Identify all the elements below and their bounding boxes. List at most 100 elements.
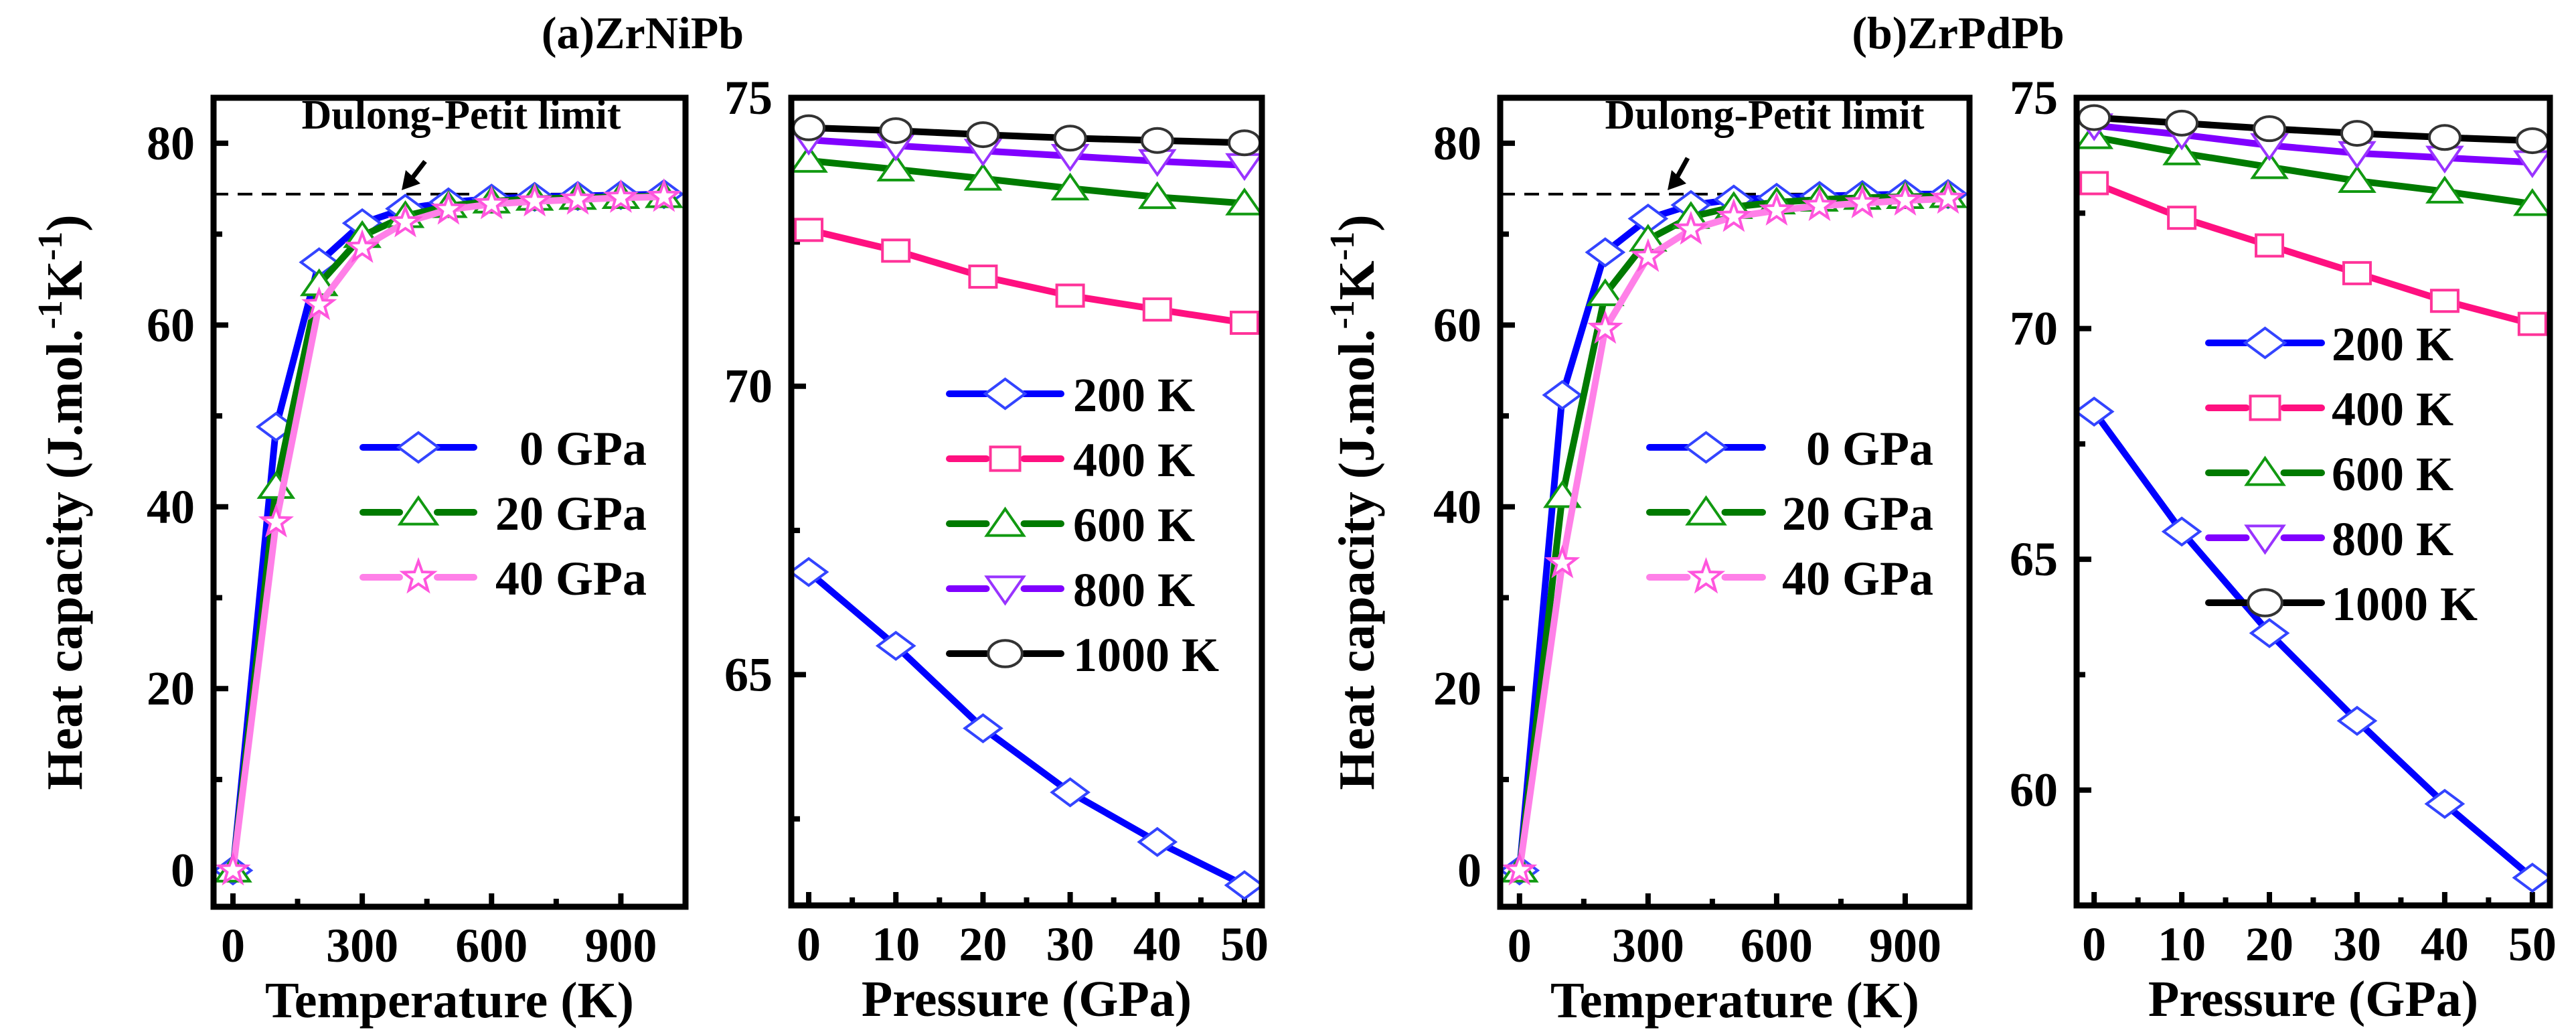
y-tick-label: 60 — [2010, 763, 2058, 817]
x-tick-label: 10 — [2158, 917, 2206, 971]
legend-label: 40 GPa — [495, 552, 647, 605]
triangle-marker — [1586, 278, 1625, 307]
y-tick-label: 70 — [2010, 302, 2058, 356]
y-axis-label-part: -1 — [31, 300, 70, 329]
star-marker — [1716, 198, 1752, 232]
star-marker — [646, 177, 682, 212]
y-axis-label-part: -1 — [1323, 232, 1362, 261]
y-tick-label: 65 — [724, 648, 773, 701]
triangle-marker — [789, 145, 828, 173]
x-tick-label: 0 — [797, 917, 821, 971]
square-marker — [2167, 206, 2197, 230]
legend-item: 200 K — [2205, 317, 2453, 371]
star-marker — [473, 185, 509, 220]
legend-item: 20 GPa — [359, 487, 647, 540]
diamond-marker — [1137, 826, 1178, 857]
star-marker — [1686, 557, 1726, 594]
triangle-marker — [2250, 151, 2289, 179]
diamond-marker — [788, 557, 829, 587]
star-marker — [1887, 181, 1923, 216]
triangle-down-marker — [984, 575, 1026, 606]
legend-label: 400 K — [1073, 433, 1195, 487]
y-axis-label-part: Heat capacity (J.mol. — [1329, 329, 1385, 790]
triangle-marker — [1225, 188, 1264, 216]
circle-marker — [1140, 127, 1174, 154]
triangle-marker — [876, 153, 916, 181]
circle-marker — [1053, 125, 1087, 152]
series-1000-k — [792, 114, 1261, 157]
legend-label: 600 K — [2332, 447, 2453, 501]
x-tick-label: 30 — [2333, 917, 2381, 971]
series-line — [808, 136, 1245, 169]
y-axis-label-part: -1 — [31, 232, 70, 261]
y-axis-label-part: -1 — [1323, 300, 1362, 329]
square-marker — [989, 445, 1022, 472]
circle-marker — [1227, 129, 1261, 157]
y-tick-label: 80 — [1433, 117, 1481, 170]
diamond-marker — [2512, 863, 2553, 893]
chart-panel-2: 0 10 20 30 40 50 65 70 75 200 K 400 K 600 K 800 K 100… — [724, 71, 1269, 1027]
triangle-marker — [1050, 172, 1090, 201]
series-line — [2091, 409, 2535, 881]
diamond-marker — [875, 630, 916, 661]
series-40-gpa — [215, 177, 682, 886]
square-marker — [2517, 311, 2547, 336]
legend-label: 800 K — [2332, 512, 2453, 566]
x-tick-label: 30 — [1046, 917, 1095, 971]
x-tick-label: 50 — [1220, 917, 1269, 971]
x-tick-label: 0 — [221, 919, 245, 972]
legend-label: 20 GPa — [1782, 487, 1933, 540]
triangle-down-marker — [2244, 524, 2286, 555]
diamond-marker — [2243, 326, 2287, 360]
x-axis-label: Temperature (K) — [265, 972, 634, 1029]
star-marker — [258, 503, 294, 538]
series-400-k — [794, 218, 1259, 335]
triangle-marker — [1137, 181, 1177, 210]
square-marker — [2342, 261, 2372, 285]
triangle-marker — [2512, 188, 2552, 216]
y-tick-label: 75 — [2010, 71, 2058, 125]
star-marker — [1673, 210, 1709, 245]
star-marker — [215, 851, 251, 886]
square-marker — [2429, 289, 2460, 313]
diamond-marker — [396, 431, 441, 464]
series-400-k — [2079, 171, 2547, 336]
square-marker — [2255, 233, 2285, 258]
diamond-marker — [2424, 788, 2466, 819]
circle-marker — [2077, 104, 2111, 131]
x-tick-label: 300 — [326, 919, 398, 972]
star-marker — [560, 181, 596, 215]
series-1000-k — [2077, 104, 2549, 155]
legend-label: 800 K — [1073, 563, 1195, 617]
legend-item: 400 K — [2205, 382, 2453, 436]
chart-panel-4: 0 10 20 30 40 50 60 65 70 75 200 K 400 K 600 K 800 K 1… — [2010, 71, 2557, 1027]
legend-item: 400 K — [946, 433, 1195, 487]
legend-item: 800 K — [946, 563, 1195, 617]
series-line — [2093, 133, 2533, 208]
diamond-marker — [2249, 617, 2290, 648]
triangle-marker — [397, 495, 440, 526]
circle-marker — [879, 117, 913, 145]
legend-item: 800 K — [2205, 512, 2453, 566]
square-marker — [1055, 283, 1085, 308]
y-tick-label: 40 — [147, 480, 195, 534]
legend-item: 0 GPa — [359, 422, 647, 475]
circle-marker — [2427, 124, 2462, 151]
series-line — [806, 569, 1246, 889]
series-line — [808, 157, 1245, 207]
y-tick-label: 60 — [147, 298, 195, 352]
triangle-marker — [984, 506, 1026, 537]
y-tick-label: 20 — [1433, 662, 1481, 715]
circle-marker — [792, 114, 826, 141]
square-marker — [968, 265, 998, 289]
square-marker — [1229, 310, 1259, 335]
star-marker — [1587, 309, 1623, 344]
x-axis-label: Pressure (GPa) — [2148, 971, 2478, 1027]
x-tick-label: 0 — [2082, 917, 2106, 971]
star-marker — [1630, 238, 1666, 273]
x-tick-label: 40 — [1133, 917, 1182, 971]
legend-item: 600 K — [946, 498, 1195, 552]
y-tick-label: 0 — [1457, 844, 1481, 897]
y-axis-label: Heat capacity (J.mol.-1K-1) — [31, 214, 93, 790]
